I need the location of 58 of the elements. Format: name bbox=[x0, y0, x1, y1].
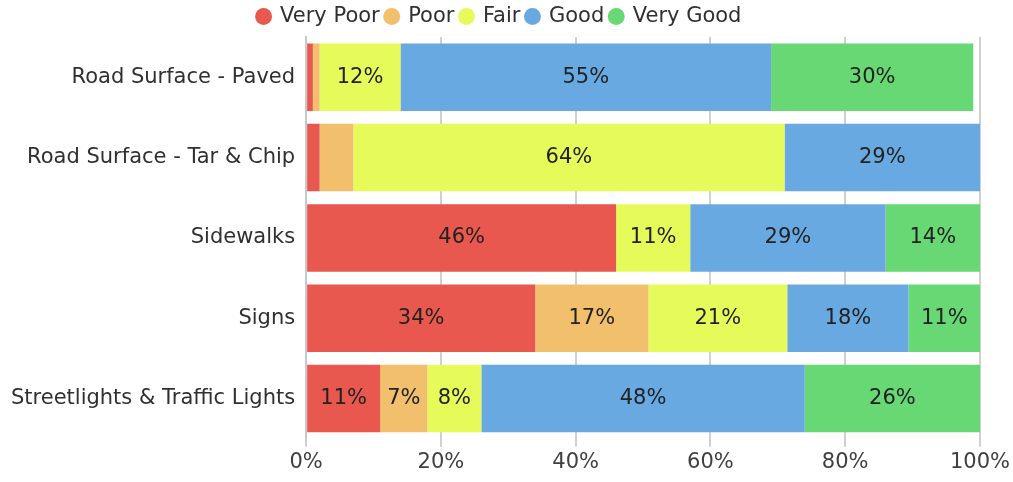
legend-label: Fair bbox=[482, 2, 521, 27]
bar bbox=[319, 43, 401, 111]
bar bbox=[307, 364, 381, 433]
bar bbox=[481, 364, 805, 433]
bar bbox=[353, 123, 785, 192]
bar bbox=[908, 284, 980, 353]
data-label: 21% bbox=[694, 304, 742, 329]
bar bbox=[307, 284, 536, 353]
bar bbox=[771, 43, 974, 111]
data-label: 11% bbox=[629, 224, 677, 249]
data-label: 34% bbox=[397, 304, 445, 329]
y-tick-label: Sidewalks bbox=[190, 224, 296, 249]
legend-label: Very Good bbox=[632, 2, 742, 27]
data-label: 29% bbox=[858, 143, 906, 168]
data-label: 8% bbox=[437, 385, 472, 410]
legend-label: Very Poor bbox=[280, 2, 381, 27]
bar bbox=[690, 204, 886, 272]
x-tick-label: 40% bbox=[552, 448, 600, 473]
x-tick-label: 20% bbox=[417, 448, 465, 473]
data-label: 17% bbox=[568, 304, 616, 329]
x-tick-label: 60% bbox=[687, 448, 734, 473]
data-label: 12% bbox=[336, 63, 384, 88]
x-tick-label: 0% bbox=[289, 448, 323, 473]
data-label: 64% bbox=[545, 143, 593, 168]
y-tick-label: Road Surface - Paved bbox=[71, 63, 296, 88]
data-label: 14% bbox=[909, 224, 957, 249]
bar bbox=[307, 43, 313, 111]
bar bbox=[307, 123, 320, 192]
bar bbox=[307, 204, 617, 272]
bar bbox=[787, 284, 909, 353]
legend-label: Good bbox=[548, 2, 605, 27]
bar bbox=[312, 43, 320, 111]
data-label: 46% bbox=[438, 224, 485, 249]
y-tick-label: Streetlights & Traffic Lights bbox=[11, 385, 296, 410]
data-label: 55% bbox=[562, 63, 610, 88]
bar bbox=[319, 123, 354, 192]
legend-label: Poor bbox=[408, 2, 455, 27]
bar bbox=[380, 364, 428, 433]
data-label: 11% bbox=[320, 385, 368, 410]
data-label: 30% bbox=[848, 63, 896, 88]
bar bbox=[648, 284, 788, 353]
data-label: 48% bbox=[619, 385, 667, 410]
bar bbox=[535, 284, 649, 353]
data-label: 29% bbox=[764, 224, 812, 249]
bar bbox=[427, 364, 482, 433]
data-label: 26% bbox=[869, 385, 916, 410]
bar bbox=[804, 364, 980, 433]
y-tick-label: Road Surface - Tar & Chip bbox=[27, 143, 296, 168]
data-label: 18% bbox=[824, 304, 872, 329]
data-label: 7% bbox=[387, 385, 421, 410]
bar bbox=[616, 204, 691, 272]
x-tick-label: 80% bbox=[821, 448, 869, 473]
bar bbox=[784, 123, 980, 192]
x-tick-label: 100% bbox=[949, 448, 1011, 473]
bar bbox=[885, 204, 980, 272]
y-tick-label: Signs bbox=[238, 304, 296, 329]
data-label: 11% bbox=[920, 304, 968, 329]
bar bbox=[400, 43, 772, 111]
